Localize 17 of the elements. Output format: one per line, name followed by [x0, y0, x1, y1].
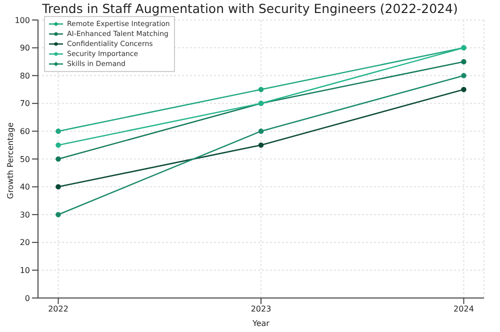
x-tick-label: 2022 — [48, 304, 68, 314]
y-axis-title: Growth Percentage — [6, 122, 15, 199]
x-tick-label: 2023 — [250, 304, 272, 314]
y-tick-label: 10 — [20, 266, 30, 276]
y-tick-label: 60 — [20, 127, 30, 136]
y-tick-label: 20 — [20, 238, 30, 248]
x-tick-label: 2024 — [454, 304, 474, 314]
y-tick-label: 0 — [24, 294, 30, 303]
x-axis-title: Year — [252, 319, 270, 328]
y-tick-label: 100 — [14, 16, 30, 25]
y-tick-label: 70 — [20, 99, 30, 108]
y-tick-label: 90 — [20, 44, 30, 53]
y-tick-label: 30 — [20, 210, 30, 220]
y-tick-label: 50 — [20, 154, 30, 164]
y-tick-label: 40 — [20, 182, 30, 192]
chart-title: Trends in Staff Augmentation with Security Engineers (2022-2024) — [41, 1, 459, 16]
y-tick-label: 80 — [20, 71, 30, 80]
